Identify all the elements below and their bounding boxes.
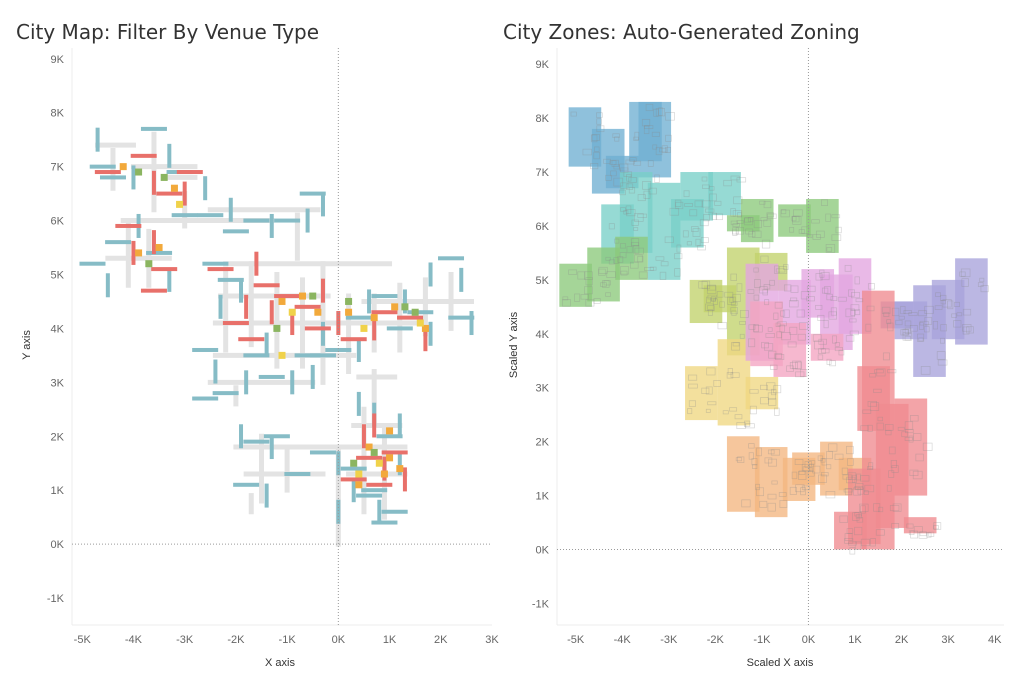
y-tick-label: 4K — [536, 329, 550, 341]
x-tick-label: 2K — [895, 634, 909, 646]
zone-block — [727, 436, 760, 511]
zone-block — [718, 339, 751, 425]
zone-block — [638, 102, 671, 177]
zone-block — [895, 399, 928, 496]
y-tick-label: 0K — [536, 545, 550, 557]
y-tick-label: 3K — [536, 383, 550, 395]
zone-block — [806, 199, 839, 253]
building-outline — [830, 361, 836, 366]
building-outline — [718, 323, 727, 329]
x-tick-label: -1K — [753, 634, 771, 646]
y-tick-label: 9K — [536, 59, 550, 71]
y-tick-label: 6K — [536, 221, 550, 233]
y-axis-label: Scaled Y axis — [508, 311, 520, 378]
x-tick-label: 3K — [941, 634, 955, 646]
y-tick-label: 2K — [536, 437, 550, 449]
y-tick-label: 1K — [536, 491, 550, 503]
x-axis-label: Scaled X axis — [747, 657, 814, 669]
x-tick-label: -3K — [660, 634, 678, 646]
x-tick-label: -4K — [614, 634, 632, 646]
zone-block — [955, 258, 988, 344]
zone-block — [685, 366, 718, 420]
y-tick-label: 7K — [536, 167, 550, 179]
x-tick-label: 4K — [988, 634, 1002, 646]
x-tick-label: 1K — [848, 634, 862, 646]
y-tick-label: -1K — [532, 598, 550, 610]
zone-block — [904, 517, 937, 533]
y-tick-label: 8K — [536, 113, 550, 125]
x-tick-label: 0K — [802, 634, 816, 646]
plot-area — [559, 102, 988, 554]
x-tick-label: -2K — [707, 634, 725, 646]
zone-7 — [881, 258, 988, 377]
y-tick-label: 5K — [536, 275, 550, 287]
x-tick-label: -5K — [567, 634, 585, 646]
